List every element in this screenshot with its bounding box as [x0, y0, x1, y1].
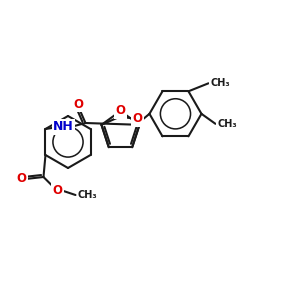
Text: O: O: [16, 172, 26, 185]
Text: CH₃: CH₃: [218, 119, 237, 129]
Text: CH₃: CH₃: [211, 78, 230, 88]
Text: NH: NH: [53, 121, 74, 134]
Text: O: O: [133, 112, 142, 125]
Text: O: O: [52, 184, 62, 197]
Text: O: O: [74, 98, 83, 110]
Text: CH₃: CH₃: [77, 190, 97, 200]
Text: O: O: [116, 104, 125, 118]
